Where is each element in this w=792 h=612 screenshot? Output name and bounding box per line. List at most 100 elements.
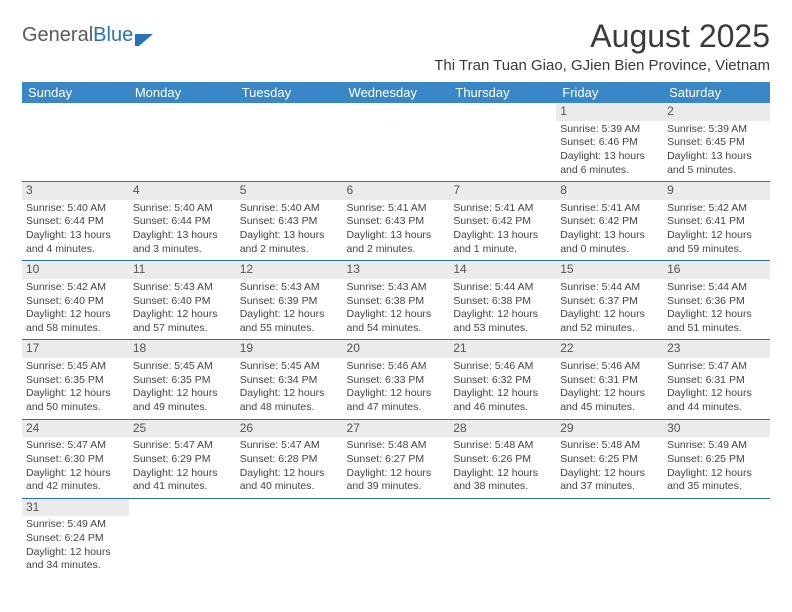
day-data: Sunrise: 5:41 AMSunset: 6:43 PMDaylight:… xyxy=(343,200,450,261)
sunset-line: Sunset: 6:31 PM xyxy=(667,374,766,388)
daylight-line: Daylight: 12 hours and 51 minutes. xyxy=(667,308,766,335)
sunset-line: Sunset: 6:29 PM xyxy=(133,453,232,467)
daylight-line: Daylight: 12 hours and 34 minutes. xyxy=(26,546,125,573)
day-data: Sunrise: 5:47 AMSunset: 6:28 PMDaylight:… xyxy=(236,437,343,498)
sunrise-line: Sunrise: 5:44 AM xyxy=(667,281,766,295)
sunrise-line: Sunrise: 5:47 AM xyxy=(667,360,766,374)
day-number: 17 xyxy=(22,340,129,358)
sunrise-line: Sunrise: 5:39 AM xyxy=(667,123,766,137)
sunrise-line: Sunrise: 5:40 AM xyxy=(133,202,232,216)
sunset-line: Sunset: 6:24 PM xyxy=(26,532,125,546)
calendar-cell-empty xyxy=(343,103,450,182)
day-data: Sunrise: 5:41 AMSunset: 6:42 PMDaylight:… xyxy=(449,200,556,261)
calendar-cell: 21Sunrise: 5:46 AMSunset: 6:32 PMDayligh… xyxy=(449,340,556,419)
calendar-row: 3Sunrise: 5:40 AMSunset: 6:44 PMDaylight… xyxy=(22,182,770,261)
sunrise-line: Sunrise: 5:43 AM xyxy=(347,281,446,295)
header: GeneralBlue August 2025 Thi Tran Tuan Gi… xyxy=(22,18,770,74)
day-number: 9 xyxy=(663,182,770,200)
daylight-line: Daylight: 13 hours and 4 minutes. xyxy=(26,229,125,256)
daylight-line: Daylight: 12 hours and 35 minutes. xyxy=(667,467,766,494)
sunset-line: Sunset: 6:41 PM xyxy=(667,215,766,229)
calendar-cell: 3Sunrise: 5:40 AMSunset: 6:44 PMDaylight… xyxy=(22,182,129,261)
day-number: 22 xyxy=(556,340,663,358)
day-data: Sunrise: 5:46 AMSunset: 6:32 PMDaylight:… xyxy=(449,358,556,419)
day-data: Sunrise: 5:43 AMSunset: 6:40 PMDaylight:… xyxy=(129,279,236,340)
day-number: 20 xyxy=(343,340,450,358)
logo-text-2: Blue xyxy=(93,24,133,47)
day-number: 1 xyxy=(556,103,663,121)
sunset-line: Sunset: 6:44 PM xyxy=(133,215,232,229)
day-number: 31 xyxy=(22,499,129,517)
daylight-line: Daylight: 12 hours and 46 minutes. xyxy=(453,387,552,414)
day-data: Sunrise: 5:48 AMSunset: 6:25 PMDaylight:… xyxy=(556,437,663,498)
daylight-line: Daylight: 12 hours and 58 minutes. xyxy=(26,308,125,335)
sunrise-line: Sunrise: 5:49 AM xyxy=(667,439,766,453)
logo: GeneralBlue xyxy=(22,24,157,47)
calendar-cell-empty xyxy=(449,498,556,577)
title-block: August 2025 Thi Tran Tuan Giao, GJien Bi… xyxy=(434,18,770,74)
calendar-cell: 25Sunrise: 5:47 AMSunset: 6:29 PMDayligh… xyxy=(129,419,236,498)
day-data: Sunrise: 5:47 AMSunset: 6:30 PMDaylight:… xyxy=(22,437,129,498)
daylight-line: Daylight: 12 hours and 39 minutes. xyxy=(347,467,446,494)
sunset-line: Sunset: 6:40 PM xyxy=(26,295,125,309)
calendar-cell: 22Sunrise: 5:46 AMSunset: 6:31 PMDayligh… xyxy=(556,340,663,419)
sunset-line: Sunset: 6:40 PM xyxy=(133,295,232,309)
weekday-header: Friday xyxy=(556,82,663,103)
day-number: 7 xyxy=(449,182,556,200)
daylight-line: Daylight: 13 hours and 5 minutes. xyxy=(667,150,766,177)
sunrise-line: Sunrise: 5:45 AM xyxy=(133,360,232,374)
day-data: Sunrise: 5:46 AMSunset: 6:31 PMDaylight:… xyxy=(556,358,663,419)
calendar-cell: 19Sunrise: 5:45 AMSunset: 6:34 PMDayligh… xyxy=(236,340,343,419)
sunrise-line: Sunrise: 5:46 AM xyxy=(347,360,446,374)
day-number: 27 xyxy=(343,420,450,438)
calendar-cell: 26Sunrise: 5:47 AMSunset: 6:28 PMDayligh… xyxy=(236,419,343,498)
sunset-line: Sunset: 6:38 PM xyxy=(347,295,446,309)
sunrise-line: Sunrise: 5:43 AM xyxy=(133,281,232,295)
sunset-line: Sunset: 6:28 PM xyxy=(240,453,339,467)
weekday-header: Monday xyxy=(129,82,236,103)
day-data: Sunrise: 5:44 AMSunset: 6:37 PMDaylight:… xyxy=(556,279,663,340)
daylight-line: Daylight: 12 hours and 54 minutes. xyxy=(347,308,446,335)
daylight-line: Daylight: 12 hours and 45 minutes. xyxy=(560,387,659,414)
day-data: Sunrise: 5:42 AMSunset: 6:40 PMDaylight:… xyxy=(22,279,129,340)
sunset-line: Sunset: 6:37 PM xyxy=(560,295,659,309)
calendar-cell: 27Sunrise: 5:48 AMSunset: 6:27 PMDayligh… xyxy=(343,419,450,498)
day-data: Sunrise: 5:49 AMSunset: 6:25 PMDaylight:… xyxy=(663,437,770,498)
daylight-line: Daylight: 12 hours and 38 minutes. xyxy=(453,467,552,494)
daylight-line: Daylight: 12 hours and 49 minutes. xyxy=(133,387,232,414)
sunrise-line: Sunrise: 5:45 AM xyxy=(240,360,339,374)
day-data: Sunrise: 5:43 AMSunset: 6:38 PMDaylight:… xyxy=(343,279,450,340)
sunrise-line: Sunrise: 5:42 AM xyxy=(26,281,125,295)
sunrise-line: Sunrise: 5:40 AM xyxy=(26,202,125,216)
day-number: 19 xyxy=(236,340,343,358)
day-number: 10 xyxy=(22,261,129,279)
calendar-table: SundayMondayTuesdayWednesdayThursdayFrid… xyxy=(22,82,770,577)
calendar-cell-empty xyxy=(129,103,236,182)
sunrise-line: Sunrise: 5:48 AM xyxy=(560,439,659,453)
sunrise-line: Sunrise: 5:46 AM xyxy=(560,360,659,374)
calendar-cell: 18Sunrise: 5:45 AMSunset: 6:35 PMDayligh… xyxy=(129,340,236,419)
sunset-line: Sunset: 6:38 PM xyxy=(453,295,552,309)
logo-text-1: General xyxy=(22,24,93,47)
daylight-line: Daylight: 12 hours and 42 minutes. xyxy=(26,467,125,494)
sunset-line: Sunset: 6:42 PM xyxy=(453,215,552,229)
day-data: Sunrise: 5:44 AMSunset: 6:38 PMDaylight:… xyxy=(449,279,556,340)
calendar-cell-empty xyxy=(343,498,450,577)
calendar-row: 31Sunrise: 5:49 AMSunset: 6:24 PMDayligh… xyxy=(22,498,770,577)
sunset-line: Sunset: 6:43 PM xyxy=(240,215,339,229)
day-number: 11 xyxy=(129,261,236,279)
calendar-cell: 17Sunrise: 5:45 AMSunset: 6:35 PMDayligh… xyxy=(22,340,129,419)
day-data: Sunrise: 5:43 AMSunset: 6:39 PMDaylight:… xyxy=(236,279,343,340)
month-title: August 2025 xyxy=(434,18,770,55)
sunset-line: Sunset: 6:35 PM xyxy=(26,374,125,388)
calendar-cell: 31Sunrise: 5:49 AMSunset: 6:24 PMDayligh… xyxy=(22,498,129,577)
calendar-cell: 8Sunrise: 5:41 AMSunset: 6:42 PMDaylight… xyxy=(556,182,663,261)
calendar-cell: 7Sunrise: 5:41 AMSunset: 6:42 PMDaylight… xyxy=(449,182,556,261)
daylight-line: Daylight: 12 hours and 44 minutes. xyxy=(667,387,766,414)
daylight-line: Daylight: 12 hours and 50 minutes. xyxy=(26,387,125,414)
calendar-cell: 12Sunrise: 5:43 AMSunset: 6:39 PMDayligh… xyxy=(236,261,343,340)
day-number: 14 xyxy=(449,261,556,279)
sunrise-line: Sunrise: 5:48 AM xyxy=(347,439,446,453)
daylight-line: Daylight: 12 hours and 40 minutes. xyxy=(240,467,339,494)
sunset-line: Sunset: 6:27 PM xyxy=(347,453,446,467)
